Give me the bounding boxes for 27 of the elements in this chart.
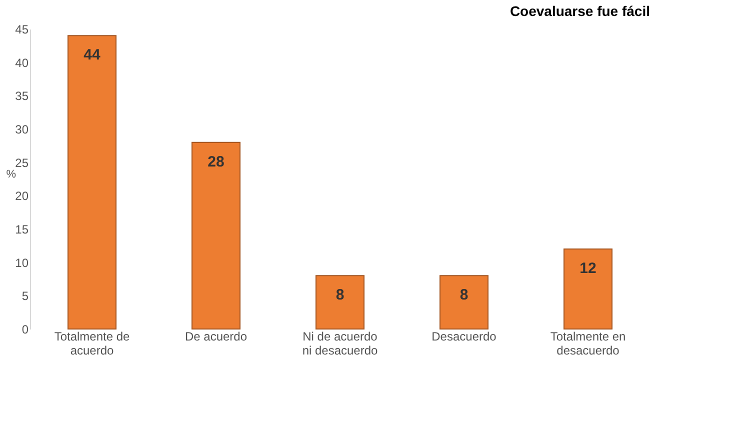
y-tick-label: 35 — [15, 89, 29, 104]
data-label: 8 — [336, 286, 344, 304]
y-tick-label: 15 — [15, 222, 29, 236]
x-tick-label: Ni de acuerdo ni desacuerdo — [302, 330, 378, 358]
bar — [68, 35, 116, 330]
y-tick-label: 20 — [15, 189, 29, 204]
y-tick-label: 40 — [15, 56, 29, 70]
x-tick-label: Totalmente de acuerdo — [54, 330, 130, 358]
data-label: 44 — [84, 46, 101, 64]
y-tick-label: 0 — [22, 322, 29, 336]
bar — [564, 248, 612, 330]
data-label: 8 — [460, 286, 468, 304]
y-axis-title: % — [6, 168, 16, 180]
y-tick-label: 5 — [22, 289, 29, 304]
y-tick-label: 10 — [15, 256, 29, 270]
bar — [440, 275, 488, 330]
bar — [316, 275, 364, 330]
x-tick-label: Desacuerdo — [432, 330, 497, 344]
y-tick-label: 45 — [15, 22, 29, 36]
x-tick-label: De acuerdo — [184, 330, 248, 344]
y-tick-label: 25 — [15, 156, 29, 170]
x-tick-label: Totalmente en desacuerdo — [550, 330, 626, 358]
chart-title: Coevaluarse fue fácil — [510, 3, 650, 19]
bar — [192, 142, 240, 330]
data-label: 28 — [208, 153, 224, 170]
y-tick-label: 30 — [15, 122, 29, 136]
data-label: 12 — [580, 260, 596, 277]
